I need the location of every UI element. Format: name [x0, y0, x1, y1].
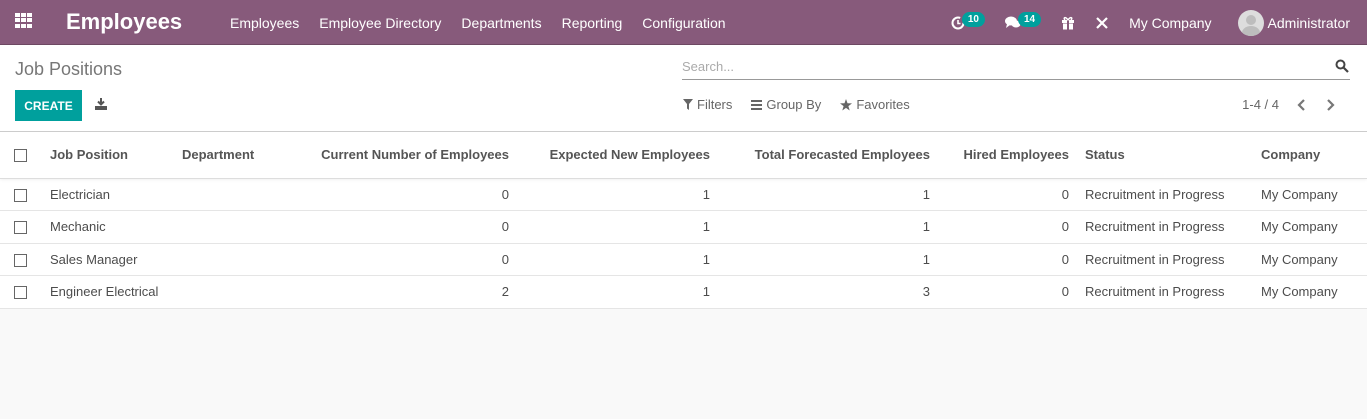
cell-forecast: 3 [922, 284, 930, 300]
search-options: Filters Group By Favorites [683, 97, 929, 112]
cell-forecast: 1 [922, 219, 930, 235]
cell-status: Recruitment in Progress [1085, 251, 1225, 267]
cell-current: 0 [501, 251, 509, 267]
cell-department [174, 276, 282, 309]
cell-company: My Company [1261, 219, 1338, 235]
app-title: Employees [66, 9, 183, 34]
cell-current: 0 [501, 219, 509, 235]
group-by-label: Group By [766, 97, 822, 112]
gift-icon [1062, 16, 1075, 30]
menu-configuration[interactable]: Configuration [642, 14, 726, 31]
cell-company: My Company [1261, 251, 1338, 267]
col-hired-employees[interactable]: Hired Employees [963, 147, 1070, 163]
user-name: Administrator [1267, 14, 1350, 31]
messages-count-badge: 14 [1017, 12, 1042, 27]
cell-expected: 1 [702, 219, 710, 235]
list-icon [751, 99, 763, 110]
favorites-button[interactable]: Favorites [840, 97, 910, 112]
menu-employee-directory[interactable]: Employee Directory [319, 14, 442, 31]
row-select-cell [0, 276, 42, 309]
cell-job-position: Electrician [50, 186, 110, 202]
download-icon[interactable] [95, 98, 107, 110]
row-checkbox[interactable] [14, 221, 27, 235]
search-bar [682, 55, 1350, 80]
debug-tools-button[interactable] [1095, 16, 1109, 30]
company-switcher[interactable]: My Company [1129, 14, 1212, 31]
row-checkbox[interactable] [14, 286, 27, 300]
menu-reporting[interactable]: Reporting [561, 14, 623, 31]
col-job-position[interactable]: Job Position [50, 147, 128, 163]
cell-forecast: 1 [922, 251, 930, 267]
cell-hired: 0 [1061, 186, 1069, 202]
menu-employees[interactable]: Employees [230, 14, 300, 31]
col-expected-employees[interactable]: Expected New Employees [549, 147, 710, 163]
star-icon [840, 98, 853, 110]
gift-button[interactable] [1061, 16, 1075, 30]
cell-current: 0 [501, 186, 509, 202]
chevron-right-icon[interactable] [1323, 98, 1337, 112]
cell-expected: 1 [702, 251, 710, 267]
table-row[interactable]: Electrician 0 1 1 0 Recruitment in Progr… [0, 178, 1367, 211]
cell-job-position: Sales Manager [50, 251, 138, 267]
row-checkbox[interactable] [14, 188, 27, 202]
cell-expected: 1 [702, 284, 710, 300]
tools-icon [1096, 16, 1108, 29]
cell-department [174, 243, 282, 276]
cell-hired: 0 [1061, 251, 1069, 267]
create-button[interactable]: CREATE [15, 90, 82, 121]
apps-menu-icon[interactable] [15, 13, 32, 28]
row-checkbox[interactable] [14, 253, 27, 267]
cell-hired: 0 [1061, 219, 1069, 235]
row-select-cell [0, 243, 42, 276]
cell-expected: 1 [702, 186, 710, 202]
cell-forecast: 1 [922, 186, 930, 202]
cell-company: My Company [1261, 284, 1338, 300]
avatar [1237, 9, 1264, 36]
select-all-cell [0, 132, 42, 178]
table-row[interactable]: Engineer Electrical 2 1 3 0 Recruitment … [0, 276, 1367, 309]
col-status[interactable]: Status [1085, 147, 1125, 163]
cell-department [174, 178, 282, 211]
table-row[interactable]: Mechanic 0 1 1 0 Recruitment in Progress… [0, 211, 1367, 244]
cell-job-position: Engineer Electrical [50, 284, 159, 300]
row-select-cell [0, 211, 42, 244]
group-by-button[interactable]: Group By [751, 97, 821, 112]
user-menu[interactable]: Administrator [1237, 9, 1350, 36]
chevron-left-icon[interactable] [1295, 98, 1309, 112]
select-all-checkbox[interactable] [14, 149, 27, 163]
menu-departments[interactable]: Departments [461, 14, 542, 31]
table-row[interactable]: Sales Manager 0 1 1 0 Recruitment in Pro… [0, 243, 1367, 276]
control-panel: Job Positions CREATE Filters Group By Fa… [0, 45, 1367, 132]
pager: 1-4 / 4 [1242, 97, 1337, 112]
systray: 10 14 My Company Administrator [951, 0, 1367, 45]
col-current-employees[interactable]: Current Number of Employees [321, 147, 509, 163]
activity-button[interactable]: 10 [951, 12, 985, 30]
messages-button[interactable]: 14 [1004, 12, 1042, 29]
col-company[interactable]: Company [1261, 147, 1321, 163]
col-department[interactable]: Department [182, 147, 255, 163]
cell-department [174, 211, 282, 244]
table-header-row: Job Position Department Current Number o… [0, 132, 1367, 178]
cell-status: Recruitment in Progress [1085, 186, 1225, 202]
cell-company: My Company [1261, 186, 1338, 202]
favorites-label: Favorites [856, 97, 910, 112]
cell-job-position: Mechanic [50, 219, 106, 235]
cell-hired: 0 [1061, 284, 1069, 300]
job-positions-table: Job Position Department Current Number o… [0, 132, 1367, 309]
col-forecasted-employees[interactable]: Total Forecasted Employees [754, 147, 930, 163]
filters-button[interactable]: Filters [683, 97, 732, 112]
activity-count-badge: 10 [961, 12, 985, 27]
top-navbar: Employees Employees Employee Directory D… [0, 0, 1367, 45]
filter-icon [683, 99, 693, 110]
page-title: Job Positions [15, 59, 123, 79]
cell-current: 2 [501, 284, 509, 300]
main-menu: Employees Employee Directory Departments… [220, 0, 736, 45]
search-input[interactable] [682, 55, 1322, 77]
filters-label: Filters [697, 97, 733, 112]
pager-value[interactable]: 1-4 / 4 [1242, 97, 1279, 112]
cell-status: Recruitment in Progress [1085, 284, 1225, 300]
row-select-cell [0, 178, 42, 211]
search-icon[interactable] [1335, 59, 1349, 73]
cell-status: Recruitment in Progress [1085, 219, 1225, 235]
